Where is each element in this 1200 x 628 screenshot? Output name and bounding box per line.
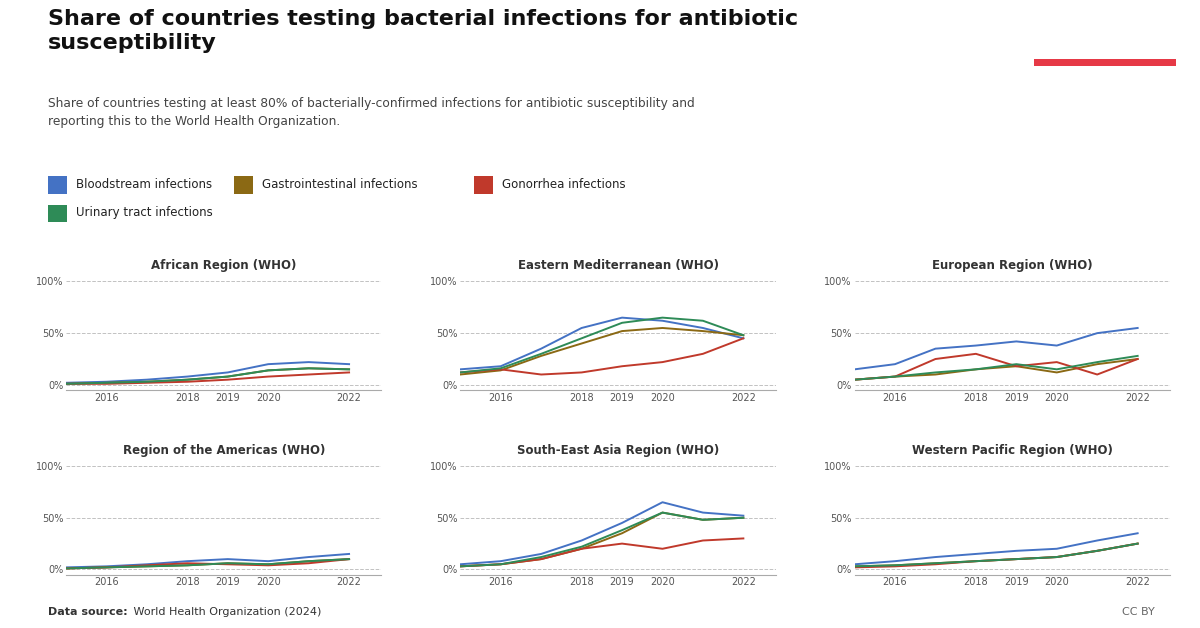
Text: Gastrointestinal infections: Gastrointestinal infections <box>262 178 418 191</box>
Bar <box>1034 59 1176 66</box>
Text: Data source:: Data source: <box>48 607 127 617</box>
Text: Bloodstream infections: Bloodstream infections <box>76 178 211 191</box>
Text: Gonorrhea infections: Gonorrhea infections <box>502 178 625 191</box>
Text: CC BY: CC BY <box>1122 607 1154 617</box>
Text: in Data: in Data <box>1081 38 1129 50</box>
Text: World Health Organization (2024): World Health Organization (2024) <box>130 607 320 617</box>
Title: Region of the Americas (WHO): Region of the Americas (WHO) <box>122 443 325 457</box>
Title: African Region (WHO): African Region (WHO) <box>151 259 296 272</box>
Title: South-East Asia Region (WHO): South-East Asia Region (WHO) <box>517 443 719 457</box>
Title: European Region (WHO): European Region (WHO) <box>932 259 1092 272</box>
Text: Share of countries testing at least 80% of bacterially-confirmed infections for : Share of countries testing at least 80% … <box>48 97 695 128</box>
Title: Eastern Mediterranean (WHO): Eastern Mediterranean (WHO) <box>517 259 719 272</box>
Title: Western Pacific Region (WHO): Western Pacific Region (WHO) <box>912 443 1112 457</box>
Text: Urinary tract infections: Urinary tract infections <box>76 207 212 219</box>
Text: Our World: Our World <box>1072 19 1139 32</box>
Text: Share of countries testing bacterial infections for antibiotic
susceptibility: Share of countries testing bacterial inf… <box>48 9 798 53</box>
